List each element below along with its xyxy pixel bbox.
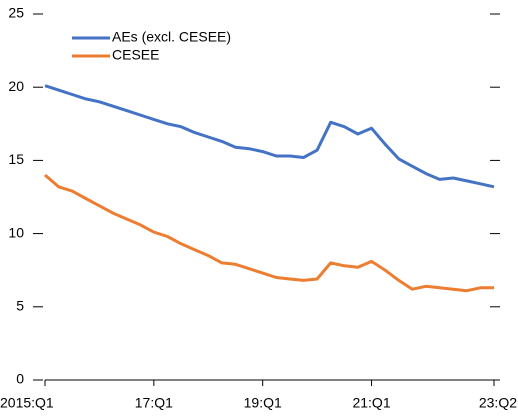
- y-tick-label: 15: [8, 151, 24, 167]
- legend-label: CESEE: [112, 47, 159, 63]
- x-tick-label: 19:Q1: [244, 395, 282, 411]
- x-tick-label: 21:Q1: [352, 395, 390, 411]
- y-tick-label: 5: [16, 298, 24, 314]
- x-tick-label: 17:Q1: [135, 395, 173, 411]
- line-series: [44, 84, 495, 189]
- line-series: [44, 173, 494, 293]
- legend-label: AEs (excl. CESEE): [112, 29, 231, 45]
- y-tick-label: 10: [8, 224, 24, 240]
- x-tick-label: 23:Q2: [479, 395, 517, 411]
- y-tick-label: 25: [8, 5, 24, 21]
- y-tick-label: 0: [16, 371, 24, 387]
- x-tick-label: 2015:Q1: [0, 395, 54, 411]
- y-tick-label: 20: [8, 78, 24, 94]
